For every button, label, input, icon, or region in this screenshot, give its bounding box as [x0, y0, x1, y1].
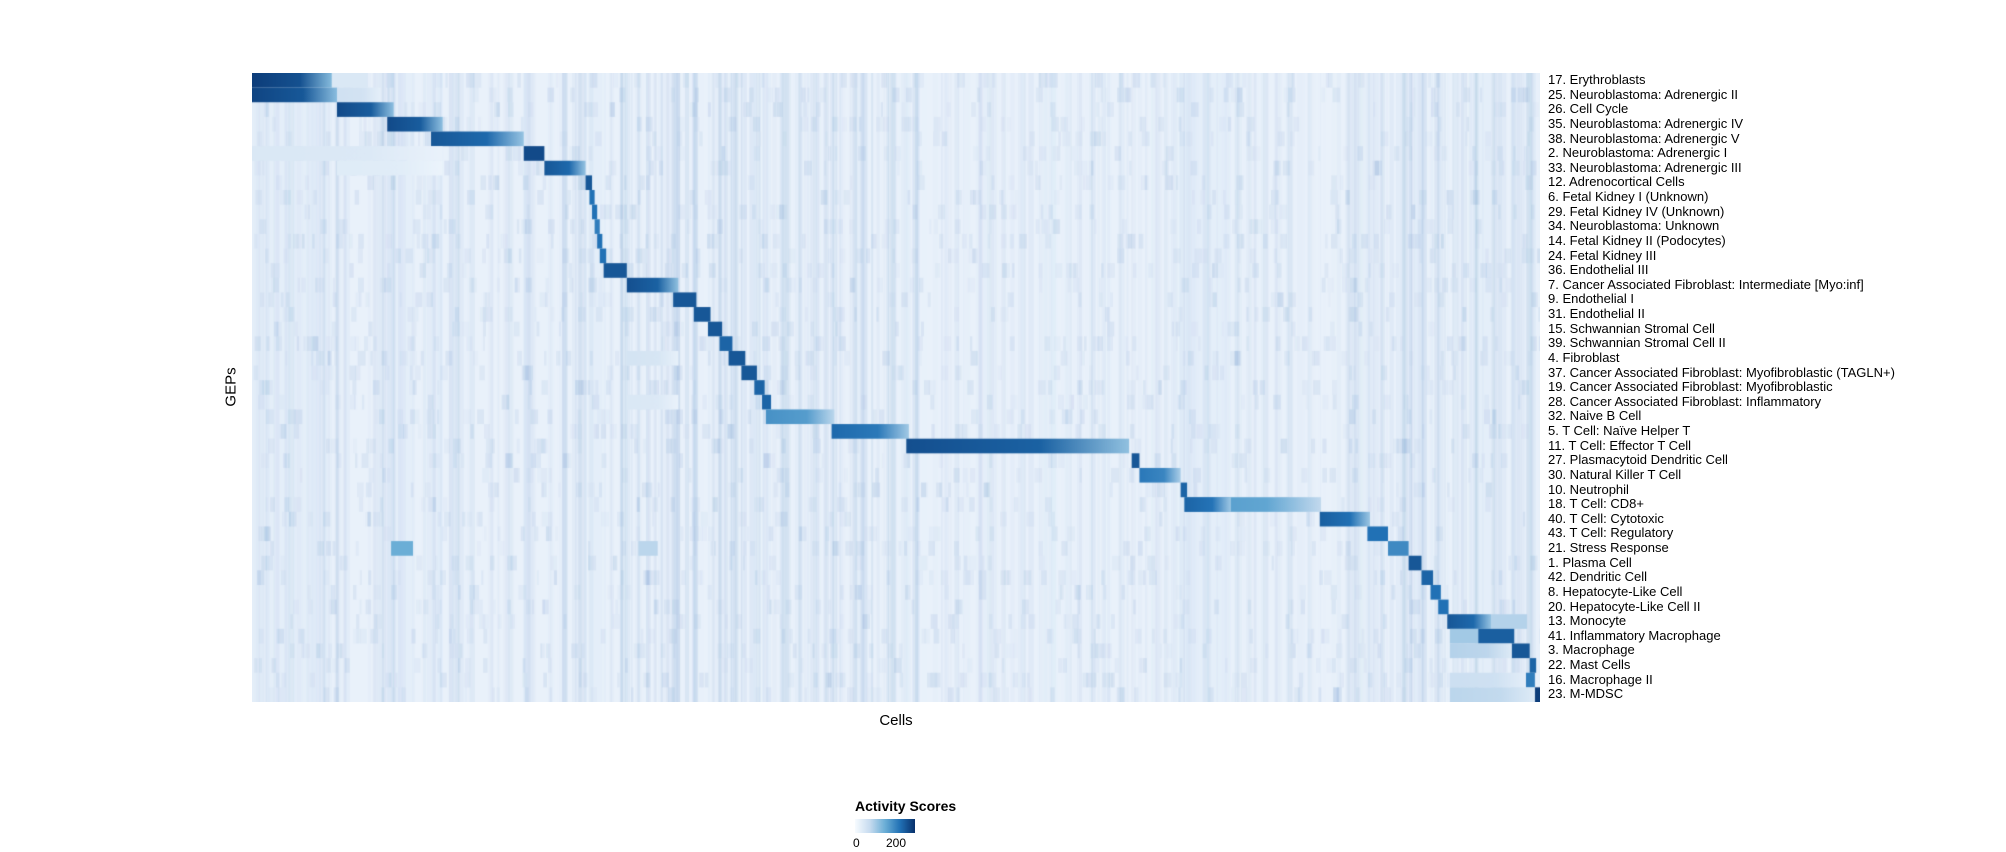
row-label: 10. Neutrophil: [1548, 481, 1629, 497]
row-label: 14. Fetal Kidney II (Podocytes): [1548, 232, 1726, 248]
legend-gradient-bar: [855, 819, 915, 833]
row-label: 37. Cancer Associated Fibroblast: Myofib…: [1548, 364, 1895, 380]
legend-tick-max: 200: [885, 836, 907, 850]
row-label: 35. Neuroblastoma: Adrenergic IV: [1548, 115, 1744, 131]
row-label: 43. T Cell: Regulatory: [1548, 525, 1674, 541]
row-label: 26. Cell Cycle: [1548, 101, 1629, 117]
legend-tick-min: 0: [852, 836, 860, 850]
row-label: 32. Naive B Cell: [1548, 408, 1642, 424]
row-label: 28. Cancer Associated Fibroblast: Inflam…: [1548, 393, 1822, 409]
row-label: 42. Dendritic Cell: [1548, 569, 1647, 585]
row-label: 6. Fetal Kidney I (Unknown): [1548, 189, 1709, 204]
row-label: 12. Adrenocortical Cells: [1548, 174, 1685, 190]
legend-ticks: 0 200: [852, 836, 1055, 852]
row-label: 29. Fetal Kidney IV (Unknown): [1548, 203, 1725, 219]
row-label: 22. Mast Cells: [1548, 657, 1631, 672]
row-label: 21. Stress Response: [1548, 540, 1669, 555]
row-label: 40. T Cell: Cytotoxic: [1548, 510, 1664, 526]
y-axis-label: GEPs: [222, 367, 240, 407]
row-label: 19. Cancer Associated Fibroblast: Myofib…: [1548, 379, 1833, 395]
row-label: 2. Neuroblastoma: Adrenergic I: [1548, 145, 1728, 161]
row-label: 4. Fibroblast: [1548, 349, 1620, 365]
row-labels: 17. Erythroblasts 25. Neuroblastoma: Adre…: [1548, 72, 1895, 702]
row-label: 15. Schwannian Stromal Cell: [1548, 320, 1715, 336]
row-label: 13. Monocyte: [1548, 613, 1627, 629]
legend-title: Activity Scores: [855, 798, 957, 814]
row-label: 18. T Cell: CD8+: [1548, 496, 1644, 512]
row-label: 34. Neuroblastoma: Unknown: [1548, 218, 1720, 234]
row-label: 1. Plasma Cell: [1548, 554, 1632, 570]
legend: Activity Scores 0 200: [852, 798, 1055, 852]
row-label: 16. Macrophage II: [1548, 671, 1653, 687]
heatmap-canvas: [252, 73, 1540, 702]
row-label: 38. Neuroblastoma: Adrenergic V: [1548, 130, 1740, 146]
row-label: 41. Inflammatory Macrophage: [1548, 627, 1721, 643]
x-axis-label: Cells: [879, 712, 913, 729]
row-label: 31. Endothelial II: [1548, 306, 1645, 321]
row-label: 23. M-MDSC: [1548, 686, 1624, 702]
row-label: 5. T Cell: Naïve Helper T: [1548, 423, 1691, 438]
row-label: 36. Endothelial III: [1548, 262, 1649, 278]
row-label: 27. Plasmacytoid Dendritic Cell: [1548, 452, 1728, 468]
row-label: 8. Hepatocyte-Like Cell: [1548, 583, 1683, 599]
row-label: 25. Neuroblastoma: Adrenergic II: [1548, 86, 1739, 102]
row-label: 33. Neuroblastoma: Adrenergic III: [1548, 159, 1742, 175]
row-label: 39. Schwannian Stromal Cell II: [1548, 335, 1726, 351]
row-label: 3. Macrophage: [1548, 642, 1635, 658]
row-label: 17. Erythroblasts: [1548, 72, 1646, 87]
row-label: 11. T Cell: Effector T Cell: [1548, 437, 1692, 453]
row-label: 9. Endothelial I: [1548, 291, 1635, 307]
row-label: 20. Hepatocyte-Like Cell II: [1548, 598, 1701, 614]
row-label: 30. Natural Killer T Cell: [1548, 466, 1682, 482]
row-label: 24. Fetal Kidney III: [1548, 247, 1657, 263]
row-label: 7. Cancer Associated Fibroblast: Interme…: [1548, 276, 1864, 292]
